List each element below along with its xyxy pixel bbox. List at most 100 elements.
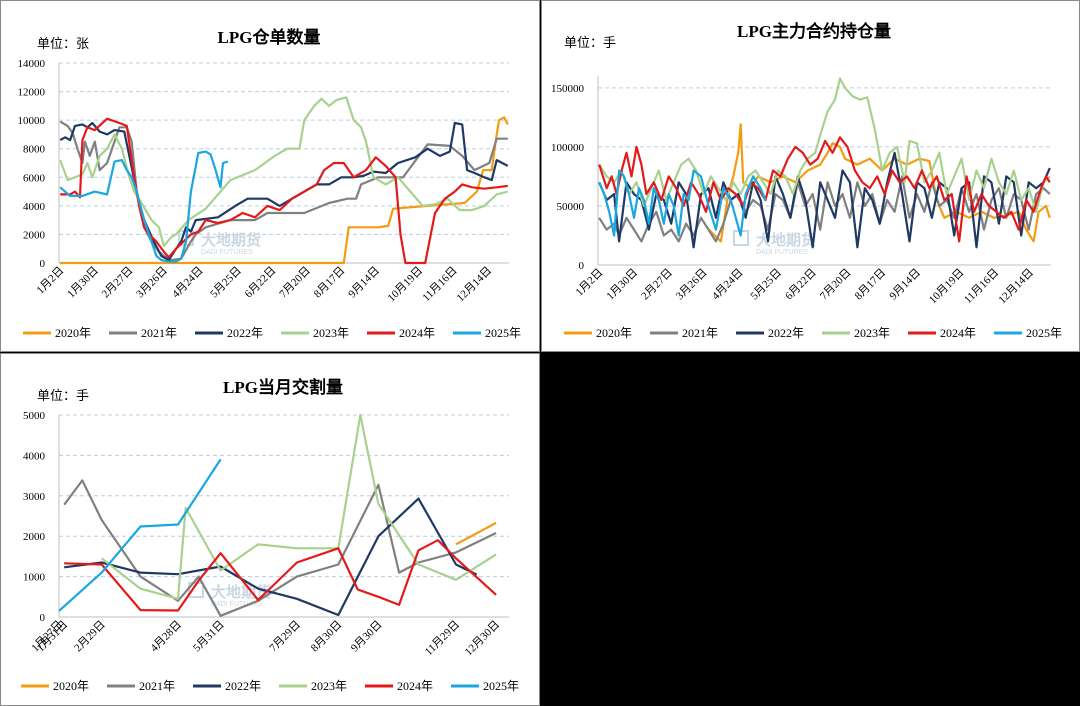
series-line-2023年 — [59, 96, 509, 247]
x-tick-label: 11月29日 — [423, 619, 462, 658]
chart-panel-delivery-volume: LPG当月交割量 单位：手 0 1000 2000 3000 4000 5000 1月27日 1月… — [0, 353, 540, 706]
x-tick-label: 6月22日 — [243, 265, 279, 301]
series-line-2022年 — [64, 497, 478, 617]
x-tick-label: 9月14日 — [346, 265, 382, 301]
series-line-2023年 — [101, 413, 497, 600]
y-tick-label: 3000 — [23, 491, 46, 503]
legend-label: 2025年 — [483, 679, 519, 693]
y-tick-label: 0 — [579, 260, 585, 272]
chart-title: LPG当月交割量 — [223, 377, 343, 397]
legend-label: 2021年 — [139, 679, 175, 693]
x-tick-label: 7月20日 — [818, 267, 854, 303]
chart-warehouse-receipts: LPG仓单数量 单位：张 0 2000 4000 6000 8000 10000 12000 14… — [18, 27, 522, 340]
x-tick-label: 1月30日 — [65, 265, 101, 301]
y-tick-label: 0 — [40, 612, 46, 624]
series-line-2022年 — [59, 121, 509, 262]
x-tick-label: 11月16日 — [420, 265, 459, 304]
x-tick-label: 2月27日 — [100, 265, 136, 301]
x-tick-label: 11月16日 — [962, 267, 1001, 306]
x-tick-label: 12月14日 — [455, 265, 495, 305]
watermark-text: 大地期货 — [201, 231, 261, 249]
series-line-2022年 — [598, 151, 1051, 249]
chart-delivery-volume: LPG当月交割量单位：手0100020003000400050001月27日1月… — [21, 377, 519, 693]
chart-panel-warehouse-receipts: LPG仓单数量 单位：张 0 2000 4000 6000 8000 10000 12000 14… — [0, 0, 540, 352]
x-tick-label: 6月22日 — [783, 267, 819, 303]
legend-label: 2024年 — [397, 679, 433, 693]
y-tick-label: 150000 — [551, 83, 585, 95]
y-tick-label: 12000 — [18, 87, 46, 99]
unit-label: 单位：手 — [37, 388, 89, 403]
y-tick-label: 8000 — [23, 144, 46, 156]
chart-panel-open-interest: LPG主力合约持仓量 单位：手 0 50000 100000 150000 1月2日 1月30… — [541, 0, 1080, 352]
legend-label: 2024年 — [399, 326, 435, 340]
legend-label: 2021年 — [682, 326, 718, 340]
y-tick-label: 2000 — [23, 229, 46, 241]
legend: 2020年 2021年 2022年 2023年 2024年 2025年 — [564, 326, 1062, 340]
series-line-2024年 — [64, 539, 497, 612]
watermark-text-en: DADI FUTURES — [756, 249, 808, 256]
unit-label: 单位：张 — [37, 36, 89, 51]
legend-label: 2023年 — [854, 326, 890, 340]
x-tick-label: 8月17日 — [853, 267, 889, 303]
x-tick-label: 1月30日 — [604, 267, 640, 303]
legend-label: 2021年 — [141, 326, 177, 340]
x-tick-label: 8月17日 — [312, 265, 348, 301]
x-tick-label: 10月19日 — [927, 267, 967, 307]
series-line-2024年 — [60, 117, 508, 265]
series-line-2020年 — [60, 116, 509, 265]
x-tick-label: 2月29日 — [72, 619, 108, 655]
series-line-2021年 — [598, 175, 1051, 243]
x-tick-label: 4月24日 — [710, 267, 746, 303]
y-tick-label: 6000 — [23, 172, 46, 184]
y-tick-label: 10000 — [18, 115, 46, 127]
legend-label: 2022年 — [225, 679, 261, 693]
x-tick-label: 9月30日 — [349, 619, 385, 655]
x-tick-label: 3月26日 — [674, 267, 710, 303]
chart-title: LPG主力合约持仓量 — [737, 21, 891, 41]
series-line-2025年 — [598, 169, 767, 237]
watermark-text: 大地期货 — [756, 231, 816, 249]
x-tick-label: 2月27日 — [639, 267, 675, 303]
x-tick-label: 5月25日 — [208, 265, 244, 301]
y-tick-label: 5000 — [23, 410, 46, 422]
x-tick-label: 7月29日 — [267, 619, 303, 655]
legend-label: 2020年 — [55, 326, 91, 340]
y-tick-label: 1000 — [23, 572, 46, 584]
x-tick-label: 4月28日 — [148, 619, 184, 655]
x-tick-label: 9月14日 — [887, 267, 923, 303]
series-line-2024年 — [598, 136, 1051, 243]
series-line-2025年 — [59, 150, 229, 263]
empty-area — [541, 353, 1080, 706]
chart-title: LPG仓单数量 — [218, 27, 321, 47]
legend-label: 2020年 — [596, 326, 632, 340]
series-line-2025年 — [58, 458, 222, 612]
legend-label: 2020年 — [53, 679, 89, 693]
x-tick-label: 7月20日 — [277, 265, 313, 301]
x-tick-label: 4月24日 — [170, 265, 206, 301]
watermark-text-en: DADI FUTURES — [211, 601, 263, 608]
x-tick-label: 5月25日 — [748, 267, 784, 303]
y-tick-label: 100000 — [551, 142, 585, 154]
legend-label: 2022年 — [227, 326, 263, 340]
x-tick-label: 12月30日 — [463, 619, 503, 659]
series-line-2020年 — [455, 521, 497, 546]
legend-label: 2023年 — [313, 326, 349, 340]
legend: 2020年 2021年 2022年 2023年 2024年 2025年 — [23, 326, 521, 340]
legend-label: 2022年 — [768, 326, 804, 340]
y-tick-label: 2000 — [23, 531, 46, 543]
y-tick-label: 50000 — [557, 201, 585, 213]
y-tick-label: 0 — [40, 258, 46, 270]
x-tick-label: 10月19日 — [386, 265, 426, 305]
y-tick-label: 4000 — [23, 201, 46, 213]
legend: 2020年 2021年 2022年 2023年 2024年 2025年 — [21, 679, 519, 693]
y-tick-label: 14000 — [18, 58, 46, 70]
x-tick-label: 12月14日 — [996, 267, 1036, 307]
x-tick-label: 8月30日 — [309, 619, 345, 655]
legend-label: 2024年 — [940, 326, 976, 340]
unit-label: 单位：手 — [564, 35, 616, 50]
legend-label: 2023年 — [311, 679, 347, 693]
y-tick-label: 4000 — [23, 450, 46, 462]
